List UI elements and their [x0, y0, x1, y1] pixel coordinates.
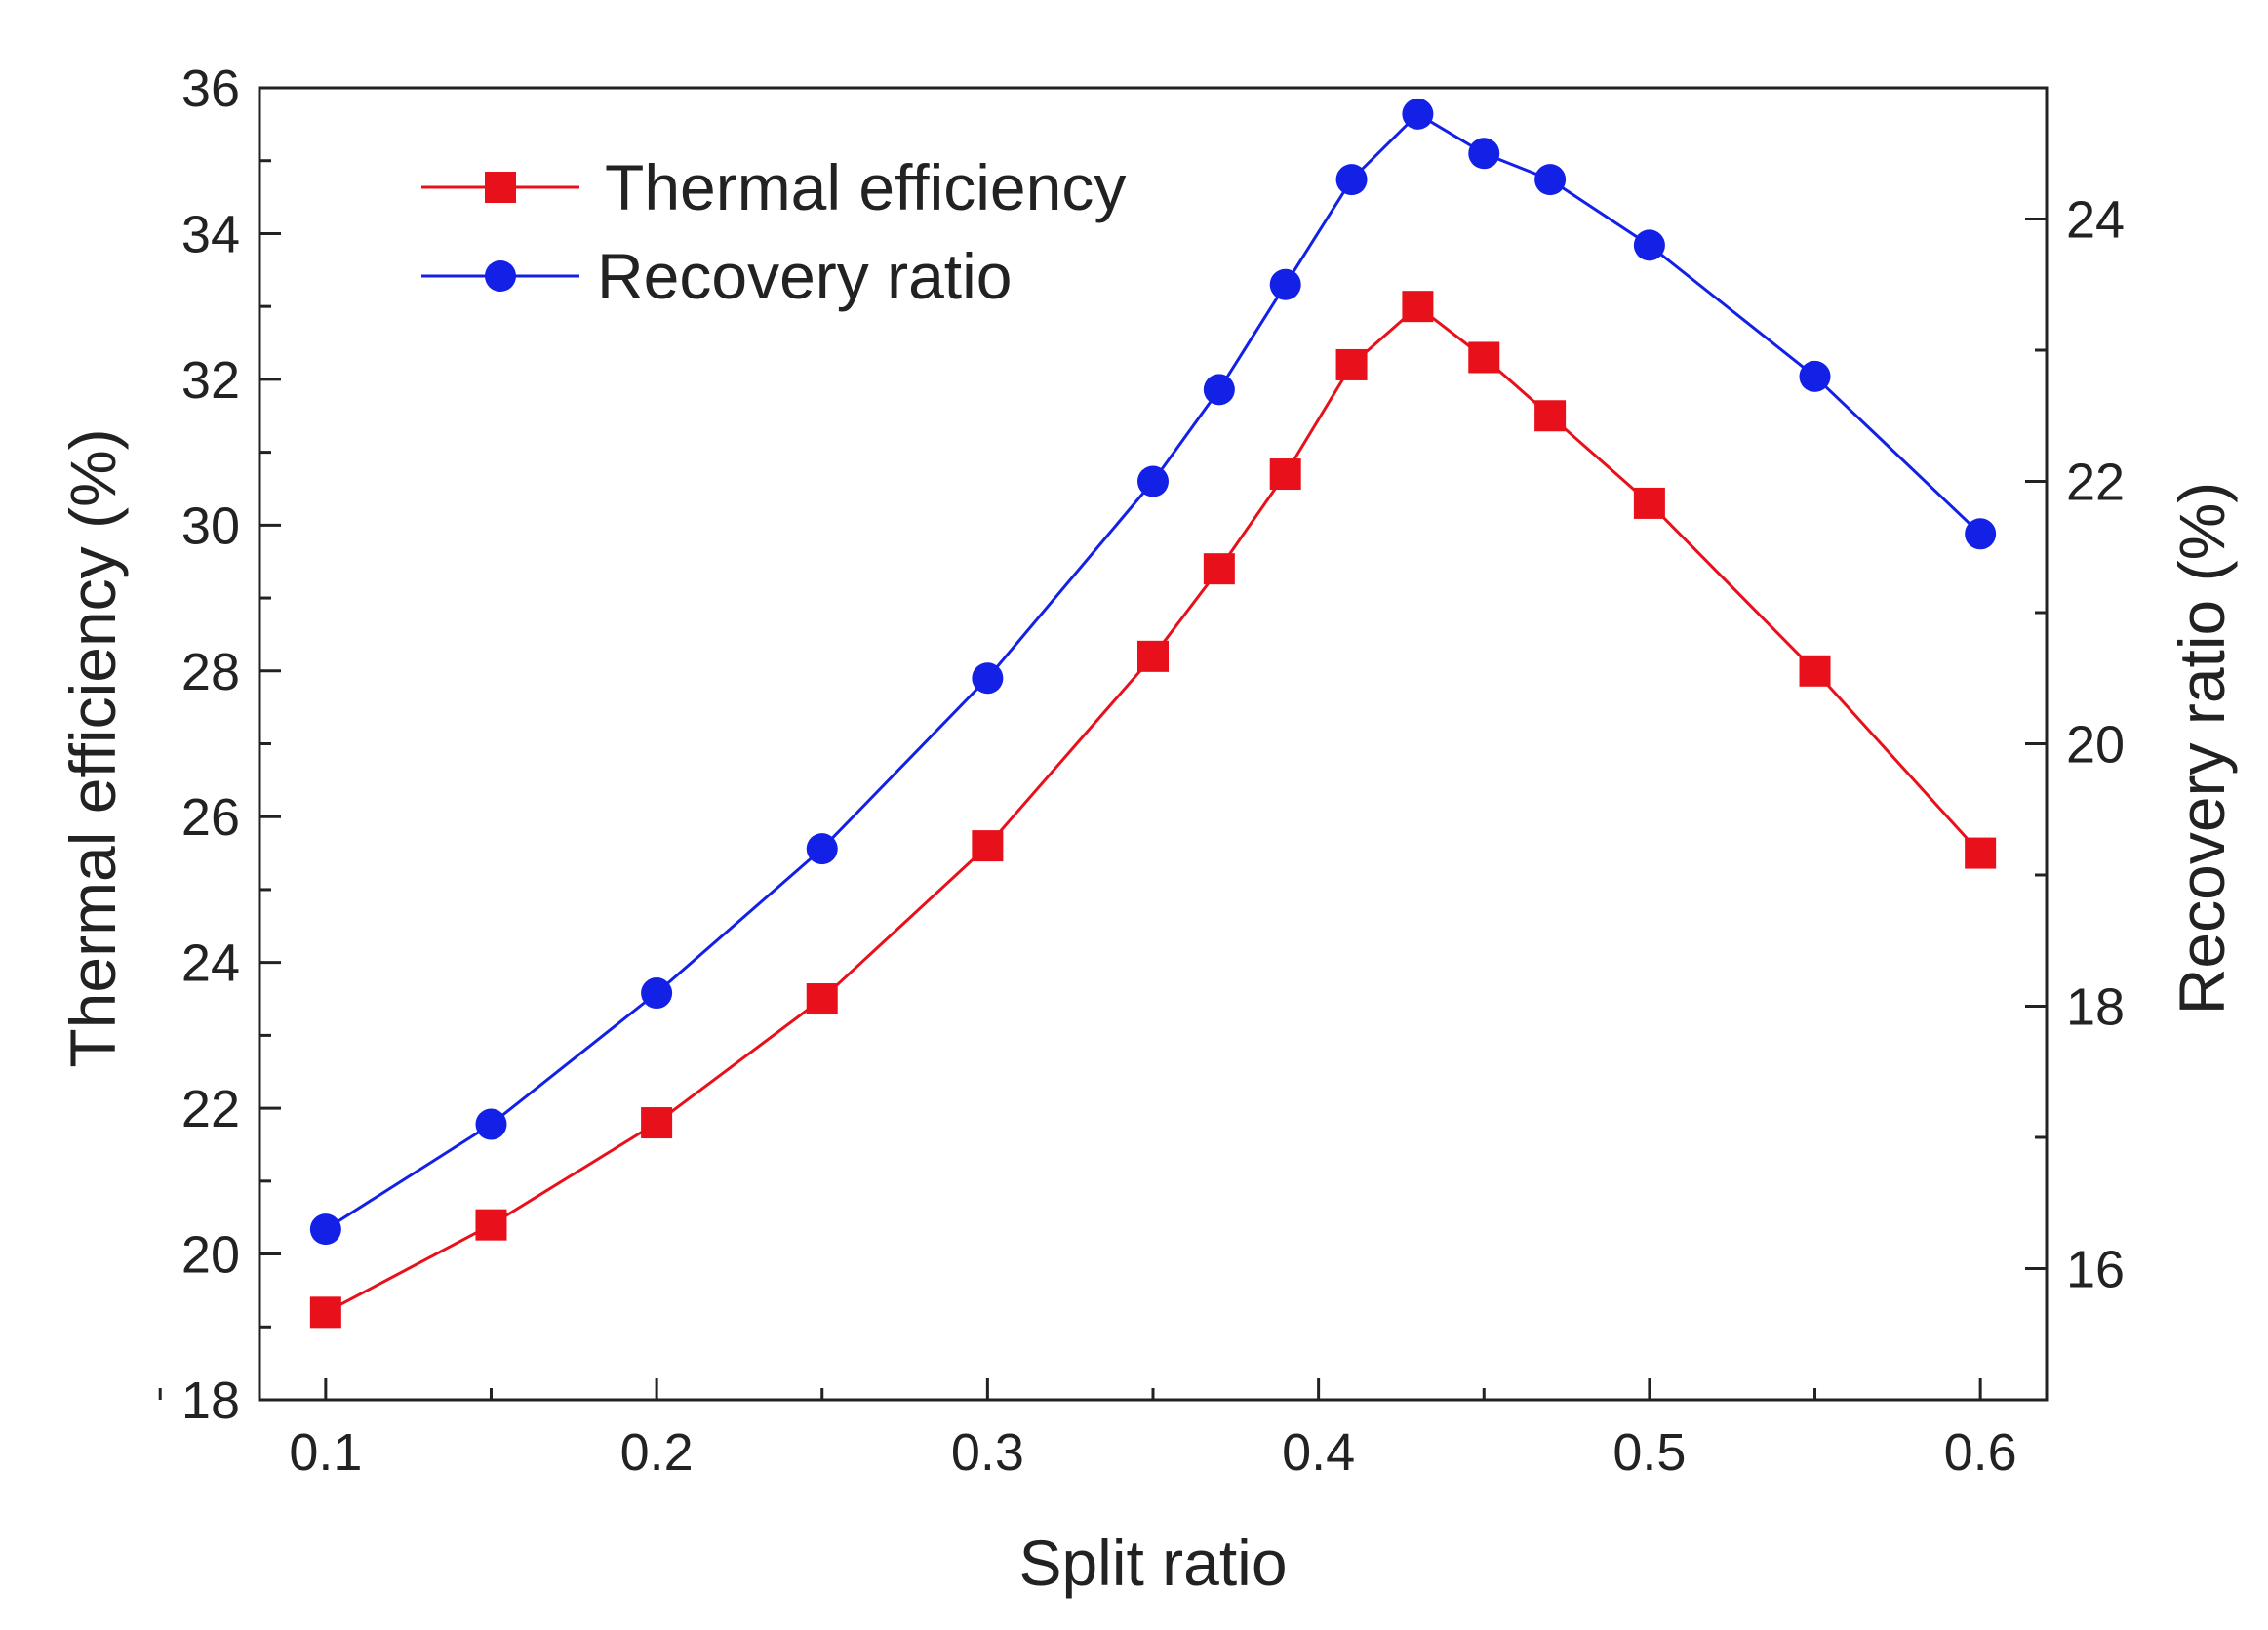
- left-tick-label: 24: [181, 934, 240, 993]
- left-tick-label: 22: [181, 1080, 240, 1138]
- right-tick-label: 20: [2066, 716, 2125, 775]
- data-point-recovery-ratio: [806, 833, 838, 865]
- left-tick-label: 28: [181, 643, 240, 701]
- bottom-axis-ticks: 0.1 0.2 0.3 0.4 0.5 0.6: [158, 1378, 2017, 1482]
- data-point-recovery-ratio: [641, 977, 673, 1010]
- data-point-thermal-efficiency: [1137, 640, 1169, 672]
- data-point-thermal-efficiency: [972, 830, 1004, 862]
- left-tick-label: 30: [181, 497, 240, 555]
- data-point-thermal-efficiency: [1633, 487, 1665, 519]
- legend-label-thermal-efficiency: Thermal efficiency: [605, 151, 1126, 223]
- right-tick-label: 16: [2066, 1241, 2125, 1299]
- data-point-recovery-ratio: [475, 1108, 507, 1140]
- legend-label-recovery-ratio: Recovery ratio: [597, 240, 1013, 312]
- right-tick-label: 22: [2066, 454, 2125, 512]
- bottom-tick-label: 0.3: [951, 1423, 1024, 1482]
- bottom-tick-label: 0.4: [1282, 1423, 1355, 1482]
- bottom-tick-label: 0.6: [1944, 1423, 2017, 1482]
- left-tick-label: 26: [181, 788, 240, 847]
- legend-marker-recovery-ratio: [485, 260, 516, 292]
- data-point-thermal-efficiency: [641, 1107, 673, 1139]
- data-point-thermal-efficiency: [1203, 553, 1235, 585]
- right-tick-label: 18: [2066, 978, 2125, 1037]
- data-point-thermal-efficiency: [806, 983, 838, 1015]
- left-tick-label: 36: [181, 60, 240, 118]
- right-axis-ticks: 16 18 20 22 24: [2025, 86, 2125, 1402]
- data-point-thermal-efficiency: [475, 1209, 507, 1241]
- data-point-thermal-efficiency: [1965, 837, 1997, 869]
- data-point-thermal-efficiency: [1468, 341, 1500, 374]
- data-point-thermal-efficiency: [1534, 400, 1567, 432]
- data-point-recovery-ratio: [1402, 98, 1434, 130]
- left-tick-label: 20: [181, 1226, 240, 1285]
- data-point-recovery-ratio: [1534, 164, 1567, 196]
- left-axis-ticks: 18 20 22 24 26 28 30 32 34 36: [181, 60, 281, 1430]
- data-point-recovery-ratio: [1203, 374, 1235, 406]
- series-layer: [309, 98, 1997, 1329]
- data-point-recovery-ratio: [1799, 360, 1831, 392]
- left-tick-label: 34: [181, 205, 240, 263]
- data-point-recovery-ratio: [1137, 465, 1169, 497]
- x-axis-title: Split ratio: [1018, 1527, 1287, 1599]
- data-point-recovery-ratio: [972, 662, 1004, 695]
- right-axis-title: Recovery ratio (%): [2166, 482, 2238, 1014]
- left-axis-title: Thermal efficiency (%): [57, 428, 129, 1067]
- legend-marker-thermal-efficiency: [485, 172, 516, 203]
- bottom-tick-label: 0.2: [620, 1423, 694, 1482]
- data-point-thermal-efficiency: [1269, 458, 1301, 491]
- legend: Thermal efficiency Recovery ratio: [421, 151, 1126, 312]
- bottom-tick-label: 0.1: [289, 1423, 362, 1482]
- left-tick-label: 18: [181, 1372, 240, 1430]
- data-point-thermal-efficiency: [1335, 348, 1368, 380]
- data-point-recovery-ratio: [1633, 229, 1665, 261]
- left-tick-label: 32: [181, 351, 240, 410]
- data-point-recovery-ratio: [1269, 268, 1301, 300]
- data-point-thermal-efficiency: [1799, 655, 1831, 687]
- data-point-thermal-efficiency: [309, 1296, 341, 1329]
- bottom-tick-label: 0.5: [1612, 1423, 1686, 1482]
- data-point-recovery-ratio: [1335, 164, 1368, 196]
- data-point-recovery-ratio: [1468, 138, 1500, 170]
- right-tick-label: 24: [2066, 191, 2125, 250]
- data-point-recovery-ratio: [1965, 518, 1997, 550]
- data-point-thermal-efficiency: [1402, 291, 1434, 323]
- series-line-thermal-efficiency: [325, 304, 1982, 1314]
- data-point-recovery-ratio: [309, 1213, 341, 1246]
